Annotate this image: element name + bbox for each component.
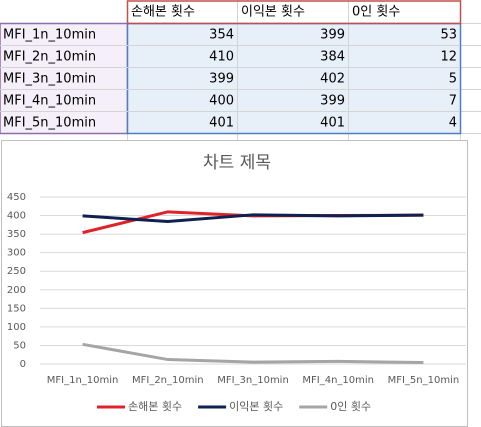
column-header: 손해본 횟수 [131, 5, 195, 20]
category-range [0, 22, 129, 135]
y-tick-label: 100 [7, 322, 26, 333]
cell-value: 4 [449, 116, 457, 131]
column-header: 0인 횟수 [352, 5, 400, 20]
column-header: 이익본 횟수 [241, 5, 305, 20]
cell-value: 401 [320, 116, 345, 131]
cell-value: 399 [209, 72, 234, 87]
cell-value: 402 [320, 72, 345, 87]
sheet-grid-inner [0, 24, 460, 133]
row-label: MFI_1n_10min [3, 28, 96, 43]
value-range [126, 22, 462, 135]
x-tick-label: MFI_1n_10min [47, 375, 119, 386]
series-range [126, 0, 462, 25]
chart-area[interactable] [1, 140, 468, 427]
y-tick-label: 200 [7, 285, 26, 296]
series-line [82, 342, 424, 365]
row-label: MFI_2n_10min [3, 50, 96, 65]
x-tick-label: MFI_3n_10min [217, 375, 289, 386]
cell-value: 384 [320, 50, 345, 65]
series-line [82, 213, 424, 223]
cell-value: 7 [449, 94, 457, 109]
legend-label: 0인 횟수 [330, 400, 371, 413]
x-tick-label: MFI_4n_10min [302, 375, 374, 386]
y-tick-label: 250 [7, 266, 26, 277]
cell-value: 399 [320, 28, 345, 43]
row-label: MFI_5n_10min [3, 116, 96, 131]
row-label: MFI_3n_10min [3, 72, 96, 87]
y-tick-label: 450 [7, 192, 26, 203]
y-tick-label: 350 [7, 229, 26, 240]
cell-value: 12 [440, 50, 457, 65]
cell-value: 399 [320, 94, 345, 109]
x-tick-label: MFI_5n_10min [388, 375, 460, 386]
row-label: MFI_4n_10min [3, 94, 96, 109]
legend-label: 이익본 횟수 [229, 400, 283, 413]
y-tick-label: 0 [20, 359, 26, 370]
y-tick-label: 300 [7, 248, 26, 259]
y-tick-label: 150 [7, 303, 26, 314]
cell-value: 53 [440, 28, 457, 43]
cell-value: 400 [209, 94, 234, 109]
cell-value: 410 [209, 50, 234, 65]
cell-value: 354 [209, 28, 234, 43]
cell-value: 5 [449, 72, 457, 87]
y-tick-label: 400 [7, 211, 26, 222]
legend-label: 손해본 횟수 [128, 399, 182, 413]
chart-title: 차트 제목 [203, 153, 271, 173]
y-tick-label: 50 [13, 340, 26, 351]
cell-value: 401 [209, 116, 234, 131]
x-tick-label: MFI_2n_10min [132, 375, 204, 386]
